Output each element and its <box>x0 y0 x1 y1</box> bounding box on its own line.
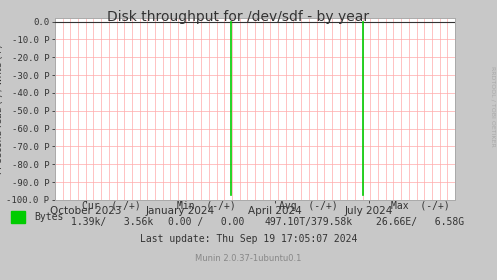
Text: 497.10T/379.58k: 497.10T/379.58k <box>264 217 352 227</box>
Text: Min  (-/+): Min (-/+) <box>177 200 236 211</box>
Text: RRDTOOL / TOBI OETIKER: RRDTOOL / TOBI OETIKER <box>491 66 496 147</box>
Text: Munin 2.0.37-1ubuntu0.1: Munin 2.0.37-1ubuntu0.1 <box>195 254 302 263</box>
Text: 0.00 /   0.00: 0.00 / 0.00 <box>168 217 245 227</box>
Y-axis label: Pr second read (-) / write (+): Pr second read (-) / write (+) <box>0 44 3 174</box>
Text: Bytes: Bytes <box>34 212 63 222</box>
Text: Disk throughput for /dev/sdf - by year: Disk throughput for /dev/sdf - by year <box>107 10 370 24</box>
Text: Cur  (-/+): Cur (-/+) <box>83 200 141 211</box>
Text: 26.66E/   6.58G: 26.66E/ 6.58G <box>376 217 464 227</box>
Text: Max  (-/+): Max (-/+) <box>391 200 449 211</box>
Text: Avg  (-/+): Avg (-/+) <box>279 200 337 211</box>
Text: Last update: Thu Sep 19 17:05:07 2024: Last update: Thu Sep 19 17:05:07 2024 <box>140 234 357 244</box>
Text: 1.39k/   3.56k: 1.39k/ 3.56k <box>71 217 153 227</box>
